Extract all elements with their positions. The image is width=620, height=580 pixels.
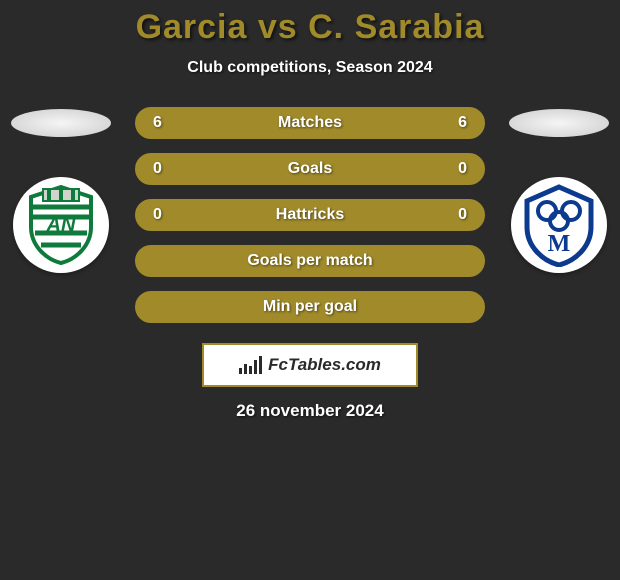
stat-label: Matches [278,114,342,132]
club-badge-right: M [511,177,607,273]
left-column: AN [6,107,116,273]
stat-right-value: 0 [447,160,467,178]
comparison-card: Garcia vs C. Sarabia Club competitions, … [0,0,620,421]
bar-chart-icon [239,356,262,374]
club-badge-left: AN [13,177,109,273]
club-initials-right: M [548,231,571,257]
main-area: AN M 6 Matches 6 [0,107,620,421]
stat-right-value: 0 [447,206,467,224]
stat-label: Min per goal [263,298,357,316]
stat-left-value: 6 [153,114,173,132]
stat-label: Goals per match [247,252,372,270]
page-title: Garcia vs C. Sarabia [0,8,620,47]
stat-right-value: 6 [447,114,467,132]
branding-badge: FcTables.com [202,343,418,387]
stat-left-value: 0 [153,206,173,224]
stat-row-matches: 6 Matches 6 [135,107,485,139]
player-silhouette-left [11,109,111,137]
right-column: M [504,107,614,273]
stat-label: Goals [288,160,332,178]
stat-row-hattricks: 0 Hattricks 0 [135,199,485,231]
date-label: 26 november 2024 [0,401,620,421]
branding-text: FcTables.com [268,355,381,375]
club-initials-left: AN [46,214,76,236]
stat-row-goals-per-match: Goals per match [135,245,485,277]
stats-list: 6 Matches 6 0 Goals 0 0 Hattricks 0 Goal… [135,107,485,323]
stat-label: Hattricks [276,206,344,224]
stat-left-value: 0 [153,160,173,178]
player-silhouette-right [509,109,609,137]
subtitle: Club competitions, Season 2024 [0,59,620,77]
shield-icon: AN [19,183,103,267]
stat-row-min-per-goal: Min per goal [135,291,485,323]
stat-row-goals: 0 Goals 0 [135,153,485,185]
shield-icon: M [517,183,601,267]
